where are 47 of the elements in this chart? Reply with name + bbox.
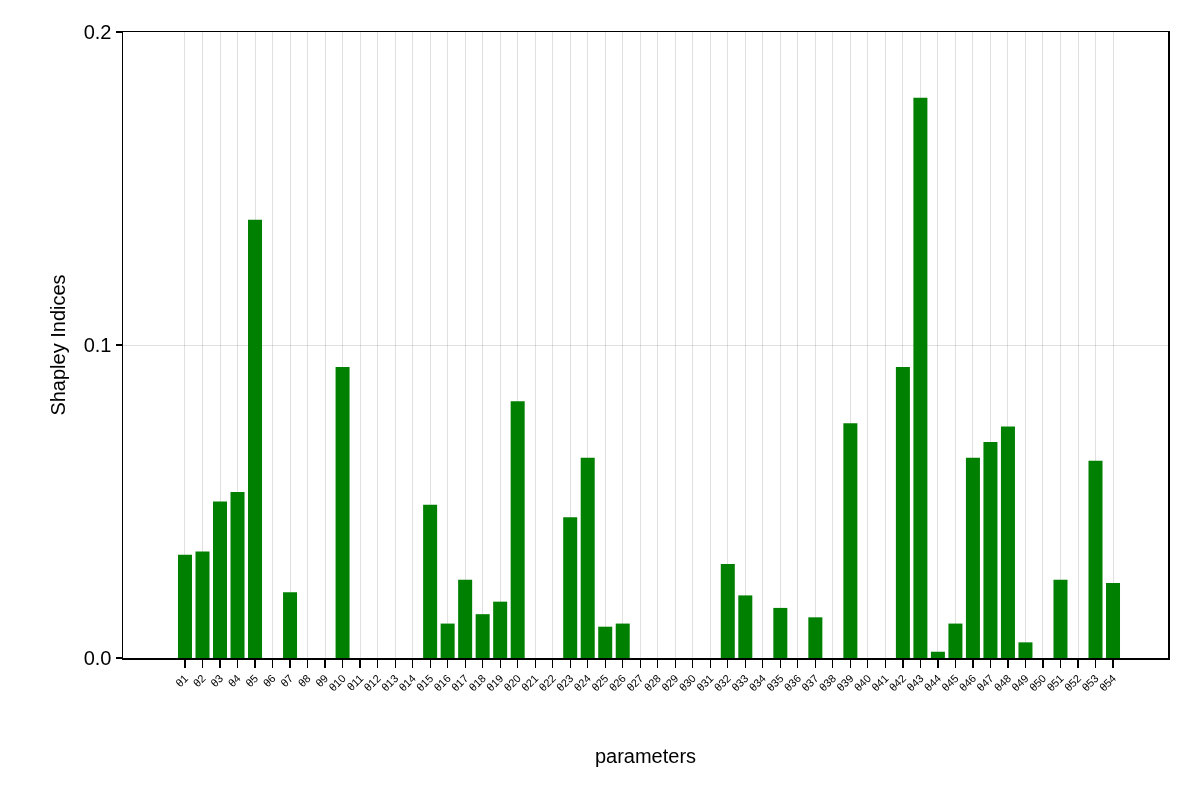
bar [720,564,735,658]
x-tick-label: θ3 [208,672,226,690]
bar [808,617,823,658]
bar [983,442,998,658]
bar [1000,426,1015,658]
x-axis-title: parameters [594,744,697,767]
x-tick-label: θ6 [260,672,278,690]
bar [615,623,630,658]
bar [423,504,438,658]
bar [248,219,263,658]
bar [230,492,245,658]
x-tick-label: θ18 [466,672,488,694]
y-tick-label: 0.2 [83,21,112,43]
y-axis-title: Shapley Indices [47,274,70,416]
x-tick-label: θ7 [278,672,296,690]
bar [965,457,980,658]
bar [213,501,228,658]
x-tick-label: θ1 [173,672,191,690]
bar [195,551,210,658]
bar [948,623,963,658]
bar [1053,579,1068,658]
bar [177,554,192,658]
bar [913,97,928,658]
bar [580,457,595,658]
bar [440,623,455,658]
bar [843,423,858,658]
bar [1088,460,1103,658]
bar [1018,642,1033,658]
bar [493,601,508,658]
x-tick-label: θ8 [295,672,313,690]
y-tick-label: 0.0 [83,647,112,669]
bar [1106,582,1121,658]
bar [598,626,613,658]
bar [738,595,753,658]
bar [335,366,350,658]
bar [458,579,473,658]
x-tick-label: θ5 [243,672,261,690]
bar [563,517,578,658]
bar [930,651,945,658]
bar [510,401,525,658]
x-tick-label: θ4 [225,672,243,690]
y-tick-label: 0.1 [83,334,112,356]
x-tick-label: θ2 [190,672,208,690]
bar [895,366,910,658]
bar [475,614,490,658]
bar [283,592,298,658]
bar [773,607,788,658]
